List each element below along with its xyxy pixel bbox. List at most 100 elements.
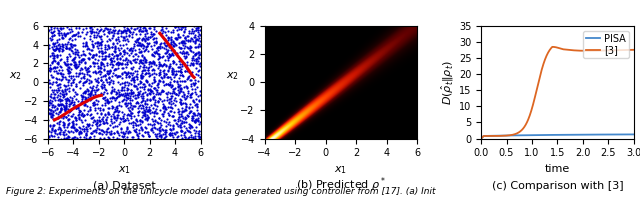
Point bbox=[56, 107, 66, 110]
Point bbox=[191, 52, 201, 55]
Point bbox=[81, 90, 91, 93]
Point bbox=[166, 91, 177, 94]
Point bbox=[149, 126, 159, 129]
Point bbox=[137, 29, 147, 32]
Point bbox=[109, 25, 120, 29]
Point bbox=[171, 92, 181, 95]
Point bbox=[100, 113, 110, 116]
Point bbox=[186, 124, 196, 128]
Point bbox=[100, 132, 111, 136]
Point bbox=[52, 121, 62, 124]
Point bbox=[154, 44, 164, 47]
Point bbox=[135, 103, 145, 106]
Point bbox=[85, 29, 95, 32]
Point bbox=[160, 52, 170, 55]
Point bbox=[186, 136, 196, 139]
Point bbox=[163, 57, 173, 60]
Point bbox=[54, 32, 64, 35]
Point bbox=[56, 108, 66, 111]
Point bbox=[66, 82, 76, 85]
Point bbox=[79, 76, 89, 79]
Point bbox=[187, 62, 197, 65]
Point bbox=[69, 44, 79, 47]
Point bbox=[195, 65, 205, 68]
Point bbox=[67, 126, 77, 129]
Point bbox=[184, 49, 195, 52]
Point bbox=[72, 136, 83, 139]
Point bbox=[49, 30, 59, 33]
Point bbox=[77, 113, 88, 116]
Point bbox=[113, 35, 124, 38]
Point bbox=[56, 108, 67, 111]
Point bbox=[77, 67, 88, 70]
Point bbox=[164, 66, 175, 69]
Point bbox=[137, 37, 147, 40]
Point bbox=[122, 114, 132, 117]
Point bbox=[152, 128, 163, 131]
Point bbox=[108, 43, 118, 46]
Point bbox=[125, 102, 136, 105]
Point bbox=[151, 64, 161, 67]
Point bbox=[172, 99, 182, 103]
Point bbox=[51, 70, 61, 73]
Point bbox=[179, 26, 189, 29]
Point bbox=[187, 106, 197, 109]
Point bbox=[186, 71, 196, 75]
Point bbox=[131, 85, 141, 88]
Point bbox=[152, 121, 163, 124]
Point bbox=[64, 71, 74, 75]
Point bbox=[189, 111, 199, 115]
Point bbox=[82, 104, 92, 108]
Point bbox=[71, 66, 81, 69]
Point bbox=[106, 56, 116, 59]
Point bbox=[191, 66, 201, 69]
Point bbox=[193, 39, 204, 42]
Point bbox=[184, 31, 194, 34]
Point bbox=[129, 43, 140, 46]
Point bbox=[119, 112, 129, 115]
Point bbox=[102, 71, 112, 75]
Point bbox=[163, 69, 173, 72]
Point bbox=[136, 50, 146, 53]
Point bbox=[93, 69, 104, 72]
Point bbox=[160, 106, 170, 109]
Point bbox=[70, 48, 80, 51]
Point bbox=[45, 64, 55, 67]
Point bbox=[168, 76, 179, 79]
Point bbox=[140, 48, 150, 51]
Point bbox=[146, 61, 156, 65]
Point bbox=[49, 92, 60, 95]
Point bbox=[179, 46, 189, 49]
Point bbox=[185, 44, 195, 48]
Point bbox=[102, 99, 112, 102]
Point bbox=[64, 122, 74, 125]
Point bbox=[182, 78, 192, 81]
Point bbox=[151, 92, 161, 95]
Point bbox=[68, 127, 79, 130]
Point bbox=[128, 47, 138, 50]
Point bbox=[193, 52, 204, 55]
Point bbox=[131, 124, 141, 127]
Point bbox=[126, 78, 136, 81]
Point bbox=[79, 129, 90, 132]
Point bbox=[132, 57, 143, 61]
Point bbox=[155, 68, 165, 71]
Point bbox=[87, 87, 97, 90]
Point bbox=[74, 132, 84, 135]
Point bbox=[135, 64, 145, 67]
Point bbox=[66, 101, 76, 104]
Point bbox=[138, 61, 148, 64]
Point bbox=[109, 99, 120, 102]
Point bbox=[59, 125, 69, 129]
Point bbox=[90, 101, 100, 104]
Point bbox=[167, 51, 177, 54]
Point bbox=[189, 35, 199, 39]
Point bbox=[193, 55, 204, 59]
Point bbox=[70, 63, 81, 66]
Point bbox=[165, 31, 175, 34]
Point bbox=[45, 124, 55, 127]
Point bbox=[85, 75, 95, 78]
Point bbox=[69, 126, 79, 129]
Point bbox=[157, 89, 168, 92]
Point bbox=[89, 89, 99, 92]
